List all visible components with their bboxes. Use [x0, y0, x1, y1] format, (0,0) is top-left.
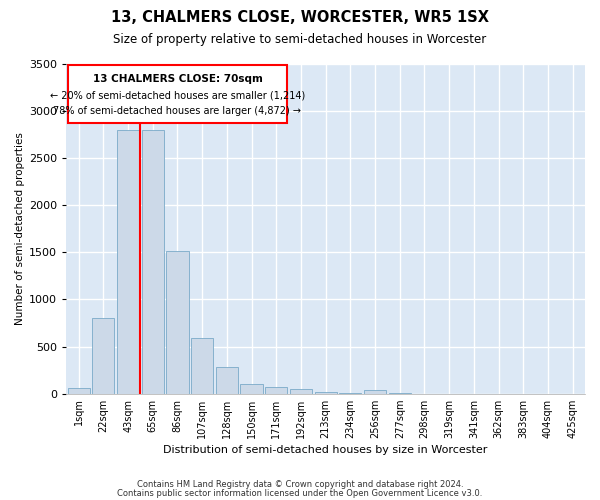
Y-axis label: Number of semi-detached properties: Number of semi-detached properties: [15, 132, 25, 326]
Text: 78% of semi-detached houses are larger (4,872) →: 78% of semi-detached houses are larger (…: [53, 106, 301, 116]
Bar: [92, 318, 115, 394]
Bar: [241, 384, 263, 394]
FancyBboxPatch shape: [68, 65, 287, 124]
Text: Size of property relative to semi-detached houses in Worcester: Size of property relative to semi-detach…: [113, 32, 487, 46]
Text: ← 20% of semi-detached houses are smaller (1,214): ← 20% of semi-detached houses are smalle…: [50, 90, 305, 101]
Bar: [68, 388, 90, 394]
Bar: [290, 390, 312, 394]
Bar: [166, 250, 188, 394]
Text: Contains HM Land Registry data © Crown copyright and database right 2024.: Contains HM Land Registry data © Crown c…: [137, 480, 463, 489]
Bar: [117, 130, 139, 394]
Bar: [314, 392, 337, 394]
Bar: [142, 130, 164, 394]
X-axis label: Distribution of semi-detached houses by size in Worcester: Distribution of semi-detached houses by …: [163, 445, 488, 455]
Text: 13 CHALMERS CLOSE: 70sqm: 13 CHALMERS CLOSE: 70sqm: [92, 74, 262, 84]
Bar: [191, 338, 213, 394]
Text: Contains public sector information licensed under the Open Government Licence v3: Contains public sector information licen…: [118, 489, 482, 498]
Bar: [364, 390, 386, 394]
Bar: [265, 387, 287, 394]
Text: 13, CHALMERS CLOSE, WORCESTER, WR5 1SX: 13, CHALMERS CLOSE, WORCESTER, WR5 1SX: [111, 10, 489, 25]
Bar: [216, 368, 238, 394]
